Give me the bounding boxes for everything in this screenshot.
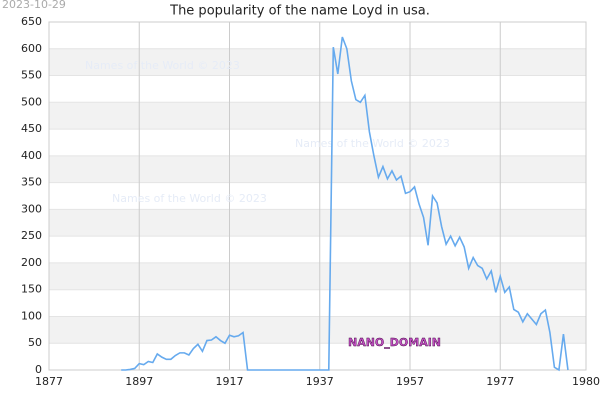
y-tick-label: 600 <box>21 42 42 55</box>
x-tick-label: 1917 <box>216 375 244 388</box>
watermark: Names of the World © 2023 <box>112 192 267 205</box>
y-tick-label: 150 <box>21 283 42 296</box>
y-tick-label: 650 <box>21 15 42 28</box>
y-tick-label: 250 <box>21 229 42 242</box>
x-tick-label: 1897 <box>125 375 153 388</box>
y-tick-label: 200 <box>21 256 42 269</box>
watermark: Names of the World © 2023 <box>295 137 450 150</box>
grid-band <box>49 155 586 183</box>
x-tick-label: 1937 <box>306 375 334 388</box>
y-tick-label: 400 <box>21 149 42 162</box>
x-tick-label: 1977 <box>486 375 514 388</box>
y-tick-label: 0 <box>35 363 42 376</box>
y-tick-label: 300 <box>21 202 42 215</box>
grid-band <box>49 316 586 344</box>
watermark: Names of the World © 2023 <box>85 59 240 72</box>
y-tick-label: 350 <box>21 176 42 189</box>
data-line <box>121 36 569 372</box>
grid-band <box>49 209 586 237</box>
chart-title: The popularity of the name Loyd in usa. <box>169 4 430 19</box>
grid-band <box>49 102 586 130</box>
y-tick-label: 50 <box>28 336 42 349</box>
y-tick-label: 500 <box>21 95 42 108</box>
grid-band <box>49 262 586 290</box>
y-tick-label: 100 <box>21 309 42 322</box>
y-tick-label: 550 <box>21 69 42 82</box>
annotation: NANO_DOMAIN <box>348 336 441 349</box>
y-tick-label: 450 <box>21 122 42 135</box>
grid-band <box>49 48 586 76</box>
x-tick-label: 1980 <box>572 375 600 388</box>
x-tick-label: 1877 <box>35 375 63 388</box>
date-stamp: 2023-10-29 <box>2 0 66 11</box>
x-tick-label: 1957 <box>396 375 424 388</box>
